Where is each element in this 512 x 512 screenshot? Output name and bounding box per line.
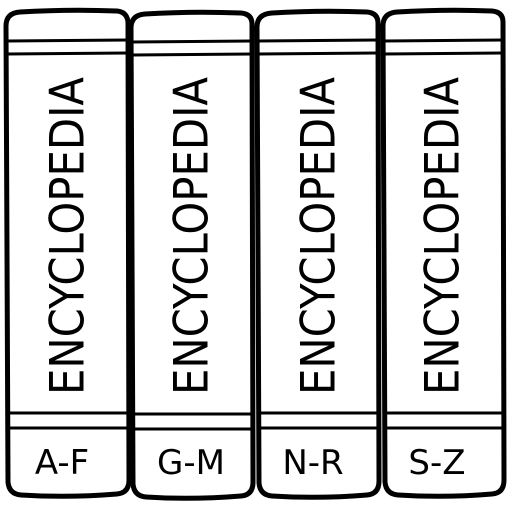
volume-range-label: S-Z [408, 443, 465, 483]
book-spine-1: ENCYCLOPEDIA A-F [3, 7, 132, 499]
book-spine-4: ENCYCLOPEDIA S-Z [380, 7, 507, 499]
volume-range-label: A-F [35, 443, 89, 483]
book-spine-3: ENCYCLOPEDIA N-R [254, 8, 382, 500]
book-outline [380, 7, 507, 499]
spine-top-band [6, 38, 129, 43]
volume-range-label: G-M [157, 443, 225, 483]
spine-top-band [131, 39, 253, 44]
spine-top-band [131, 52, 253, 57]
volume-range-label: N-R [282, 443, 343, 483]
book-outline [3, 7, 132, 499]
spine-top-band [6, 51, 129, 56]
spine-top-band [257, 51, 379, 56]
spine-title: ENCYCLOPEDIA [165, 77, 220, 395]
book-outline [128, 9, 256, 501]
spine-top-band [383, 38, 504, 43]
spine-title: ENCYCLOPEDIA [41, 77, 96, 395]
spine-title: ENCYCLOPEDIA [292, 77, 347, 395]
spine-top-band [257, 38, 379, 43]
book-outline [254, 8, 382, 500]
spine-top-band [383, 51, 504, 56]
spine-title: ENCYCLOPEDIA [416, 77, 471, 395]
book-spine-2: ENCYCLOPEDIA G-M [128, 9, 256, 501]
